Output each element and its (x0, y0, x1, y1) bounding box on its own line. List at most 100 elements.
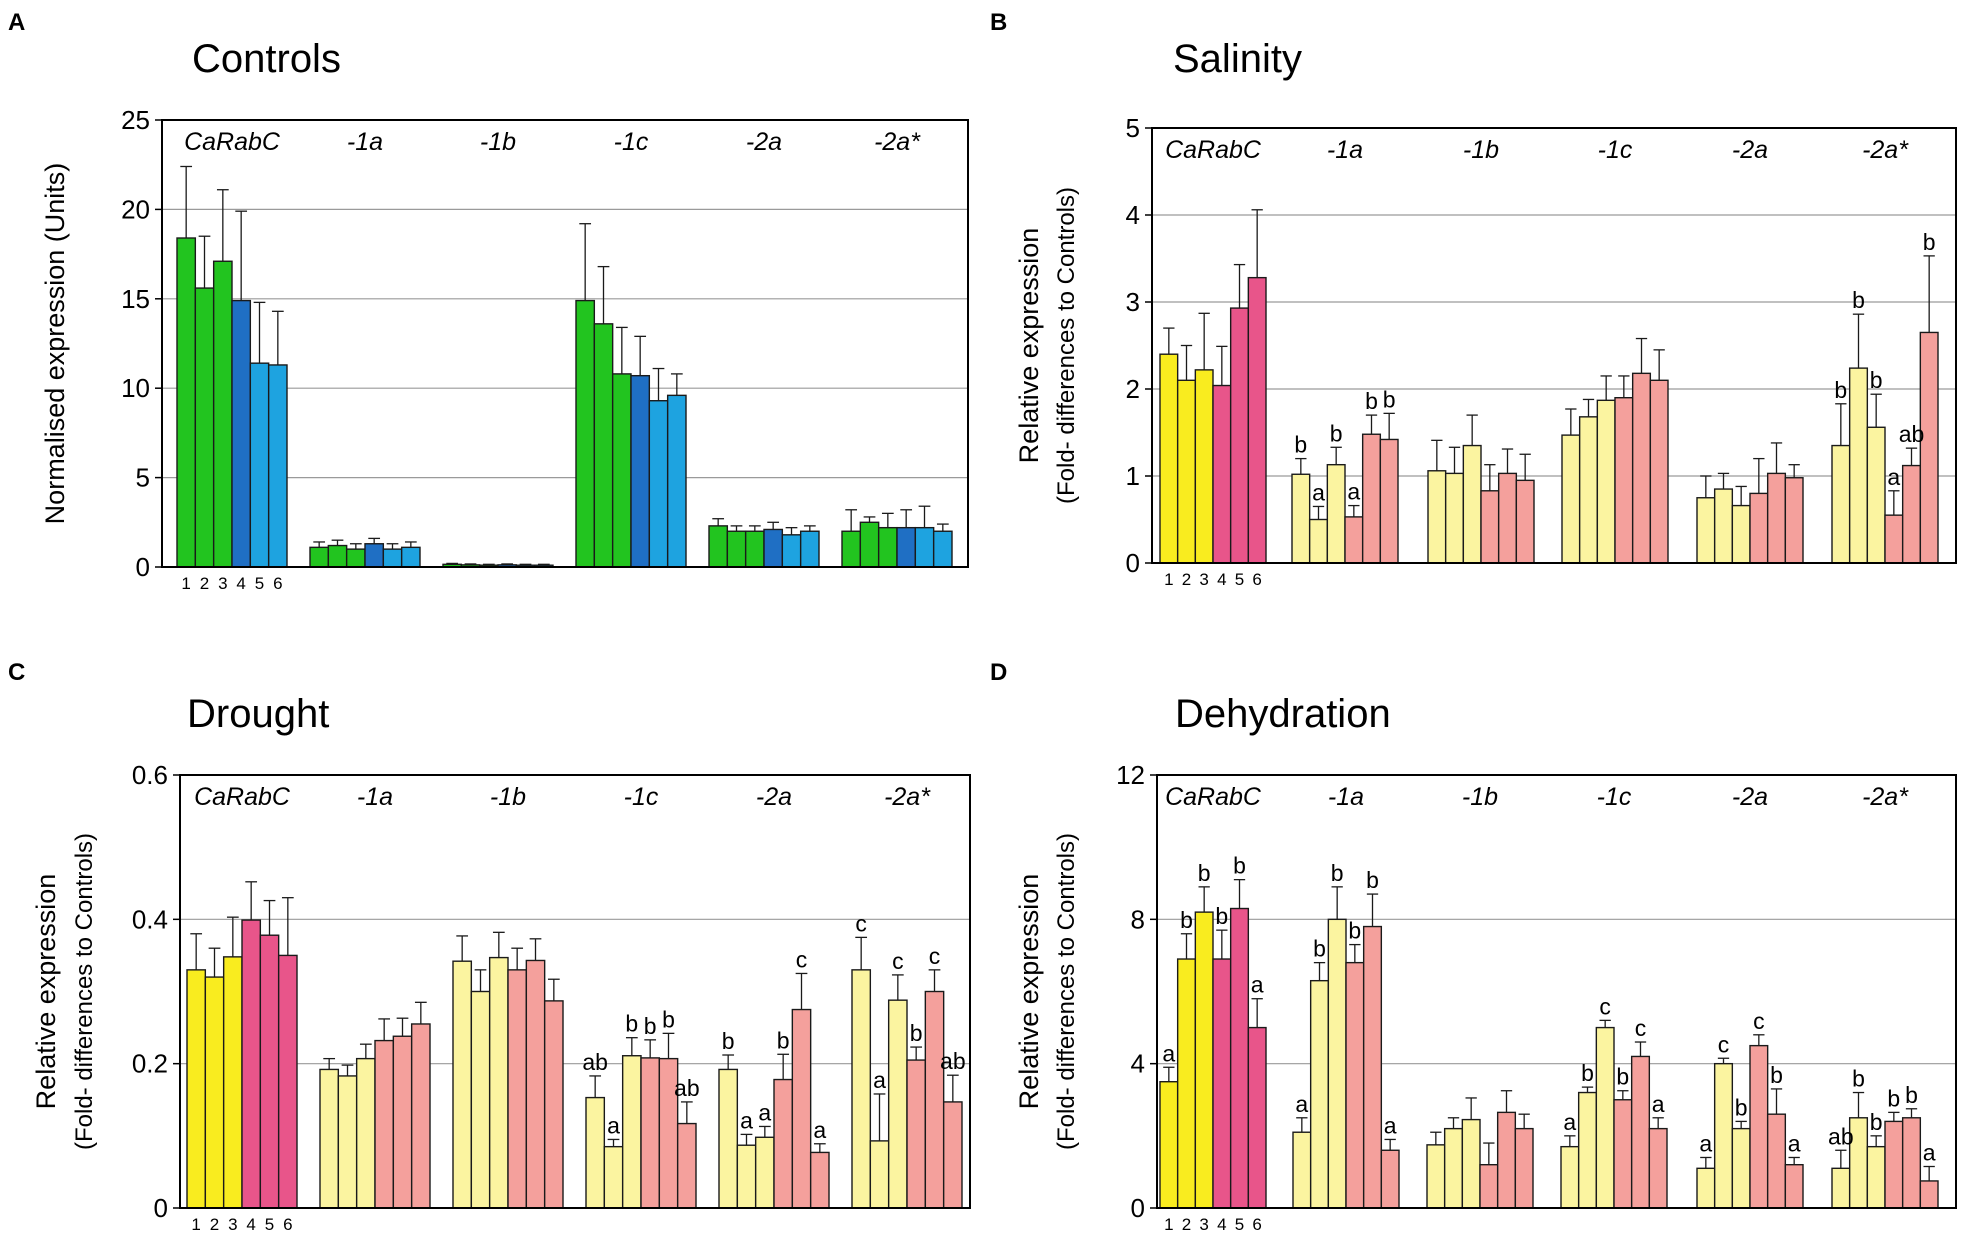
bar (708, 525, 729, 568)
bar (1831, 444, 1851, 564)
bar (345, 548, 366, 568)
bar (222, 956, 243, 1209)
bar (452, 960, 473, 1209)
bar (630, 374, 651, 568)
significance-letter: b (1852, 1066, 1865, 1092)
significance-letter: b (1383, 386, 1396, 412)
x-tick-label: 6 (283, 1215, 292, 1234)
bar (392, 1035, 413, 1209)
bar (1595, 1026, 1615, 1209)
group-label: -2a (1732, 783, 1768, 811)
bar (1443, 1127, 1464, 1209)
bar (1480, 490, 1500, 564)
group-label: -2a* (884, 783, 931, 811)
x-tick-label: 6 (1252, 570, 1261, 589)
x-tick-label: 5 (1235, 1215, 1244, 1234)
bar (1731, 1127, 1751, 1209)
bar (1309, 979, 1330, 1209)
bar (1497, 472, 1518, 564)
bar (896, 526, 917, 568)
group-label: -2a (746, 128, 782, 156)
bar (1344, 516, 1364, 564)
chart-title: Drought (187, 692, 329, 736)
bar (1229, 307, 1250, 564)
bar (1631, 372, 1652, 564)
panel-letter: B (990, 9, 1007, 36)
bar (932, 530, 953, 568)
x-tick-label: 1 (191, 1215, 200, 1234)
significance-letter: ab (582, 1049, 608, 1075)
bar (543, 1000, 564, 1209)
x-tick-label: 4 (246, 1215, 255, 1234)
significance-letter: b (777, 1027, 790, 1053)
x-tick-label: 3 (218, 574, 227, 593)
bar (924, 990, 945, 1209)
significance-letter: a (1251, 972, 1264, 998)
group-label: CaRabC (1165, 136, 1262, 164)
bar (1614, 397, 1634, 564)
significance-letter: a (873, 1067, 886, 1093)
y-tick-label: 20 (121, 194, 150, 224)
x-tick-label: 1 (1164, 570, 1173, 589)
x-tick-label: 5 (265, 1215, 274, 1234)
y-tick-label: 0.2 (132, 1049, 168, 1079)
bar (319, 1068, 340, 1209)
bar (754, 1136, 775, 1209)
significance-letter: c (1599, 993, 1611, 1019)
bar (1696, 1167, 1716, 1209)
plot-frame (1151, 127, 1957, 564)
significance-letter: b (662, 1006, 675, 1032)
y-axis-label: Relative expression (1014, 228, 1044, 464)
panel-letter: A (8, 9, 25, 36)
group-label: CaRabC (1165, 783, 1262, 811)
significance-letter: c (1753, 1008, 1765, 1034)
bar (1901, 1117, 1922, 1209)
significance-letter: a (1887, 464, 1900, 490)
bar (327, 544, 348, 568)
bar (603, 1145, 624, 1209)
chart-title: Controls (192, 37, 341, 81)
significance-letter: ab (1828, 1123, 1854, 1149)
significance-letter: b (625, 1011, 638, 1037)
significance-letter: b (1581, 1060, 1594, 1086)
chart-title: Salinity (1173, 37, 1302, 81)
y-tick-label: 10 (121, 373, 150, 403)
x-tick-label: 5 (255, 574, 264, 593)
bar (1560, 1145, 1580, 1209)
bar (1784, 1163, 1804, 1209)
y-tick-label: 5 (136, 463, 150, 493)
significance-letter: b (1198, 860, 1211, 886)
bar (666, 394, 687, 568)
bar (231, 299, 252, 568)
bar (1749, 492, 1769, 564)
bar (1649, 379, 1669, 564)
bar (355, 1057, 376, 1209)
bar (1229, 907, 1250, 1209)
bar (1176, 379, 1197, 564)
group-label: -1a (347, 128, 383, 156)
y-tick-label: 0 (1126, 548, 1140, 578)
significance-letter: b (1294, 432, 1307, 458)
group-label: -2a* (1862, 783, 1909, 811)
bar (726, 530, 747, 568)
bar (799, 530, 820, 568)
group-label: -1b (480, 128, 516, 156)
y-axis-label-secondary: (Fold- differences to Controls) (1053, 187, 1080, 504)
bar (744, 530, 765, 568)
bar (621, 1055, 642, 1209)
group-label: -1c (624, 783, 659, 811)
significance-letter: a (607, 1112, 620, 1138)
bar (204, 976, 225, 1209)
significance-letter: a (740, 1107, 753, 1133)
bar (575, 299, 596, 568)
significance-letter: b (1348, 918, 1361, 944)
significance-letter: b (722, 1028, 735, 1054)
bar (1426, 1144, 1446, 1209)
x-tick-label: 2 (1182, 570, 1191, 589)
bar (736, 1144, 757, 1209)
y-tick-label: 0 (154, 1193, 168, 1223)
bar (470, 990, 491, 1209)
bar (887, 999, 908, 1209)
y-axis-label: Normalised expression (Units) (40, 163, 70, 525)
